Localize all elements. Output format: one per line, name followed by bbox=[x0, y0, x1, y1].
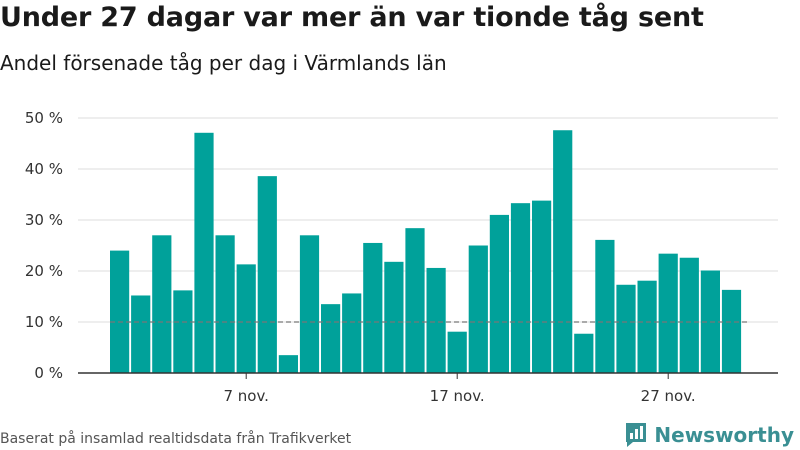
bar bbox=[342, 293, 362, 373]
bar bbox=[278, 355, 298, 373]
bar-chart: 0 % 10 % 20 % 30 % 40 % 50 % 7 nov. 17 nov. 27 n… bbox=[25, 109, 778, 405]
bar bbox=[721, 289, 742, 373]
bar bbox=[131, 295, 151, 373]
bar bbox=[236, 264, 256, 373]
y-tick-label: 50 % bbox=[25, 109, 63, 127]
bar bbox=[405, 228, 425, 373]
x-tick-label: 27 nov. bbox=[641, 387, 696, 405]
brand-name: Newsworthy bbox=[654, 423, 794, 447]
bar bbox=[595, 239, 615, 373]
source-note: Baserat på insamlad realtidsdata från Tr… bbox=[0, 431, 352, 447]
y-tick-label: 10 % bbox=[25, 313, 63, 331]
bar-chart-logo-icon bbox=[626, 423, 647, 447]
bar bbox=[363, 242, 383, 373]
bar bbox=[152, 235, 172, 373]
bar bbox=[173, 290, 193, 373]
x-tick-label: 17 nov. bbox=[430, 387, 485, 405]
bar bbox=[321, 304, 341, 373]
y-tick-label: 20 % bbox=[25, 262, 63, 280]
newsworthy-logo: Newsworthy bbox=[624, 421, 794, 449]
bar bbox=[426, 267, 446, 373]
bar bbox=[194, 132, 214, 373]
bar bbox=[110, 250, 130, 373]
chart-subtitle: Andel försenade tåg per dag i Värmlands … bbox=[0, 51, 447, 75]
bar bbox=[679, 257, 699, 373]
bar bbox=[384, 261, 404, 373]
bar bbox=[510, 203, 531, 373]
bar bbox=[257, 176, 277, 373]
y-tick-label: 0 % bbox=[34, 364, 63, 382]
y-tick-label: 30 % bbox=[25, 211, 63, 229]
bar bbox=[574, 333, 594, 373]
bar bbox=[532, 200, 552, 373]
x-tick-label: 7 nov. bbox=[223, 387, 268, 405]
bar bbox=[468, 245, 488, 373]
bar bbox=[553, 130, 573, 373]
bar bbox=[658, 253, 678, 373]
y-tick-label: 40 % bbox=[25, 160, 63, 178]
bar bbox=[637, 280, 657, 373]
bar bbox=[299, 235, 320, 373]
bar bbox=[489, 214, 509, 373]
bar bbox=[447, 331, 467, 373]
bar bbox=[215, 235, 235, 373]
chart-title: Under 27 dagar var mer än var tionde tåg… bbox=[0, 2, 704, 33]
bar bbox=[616, 284, 636, 373]
